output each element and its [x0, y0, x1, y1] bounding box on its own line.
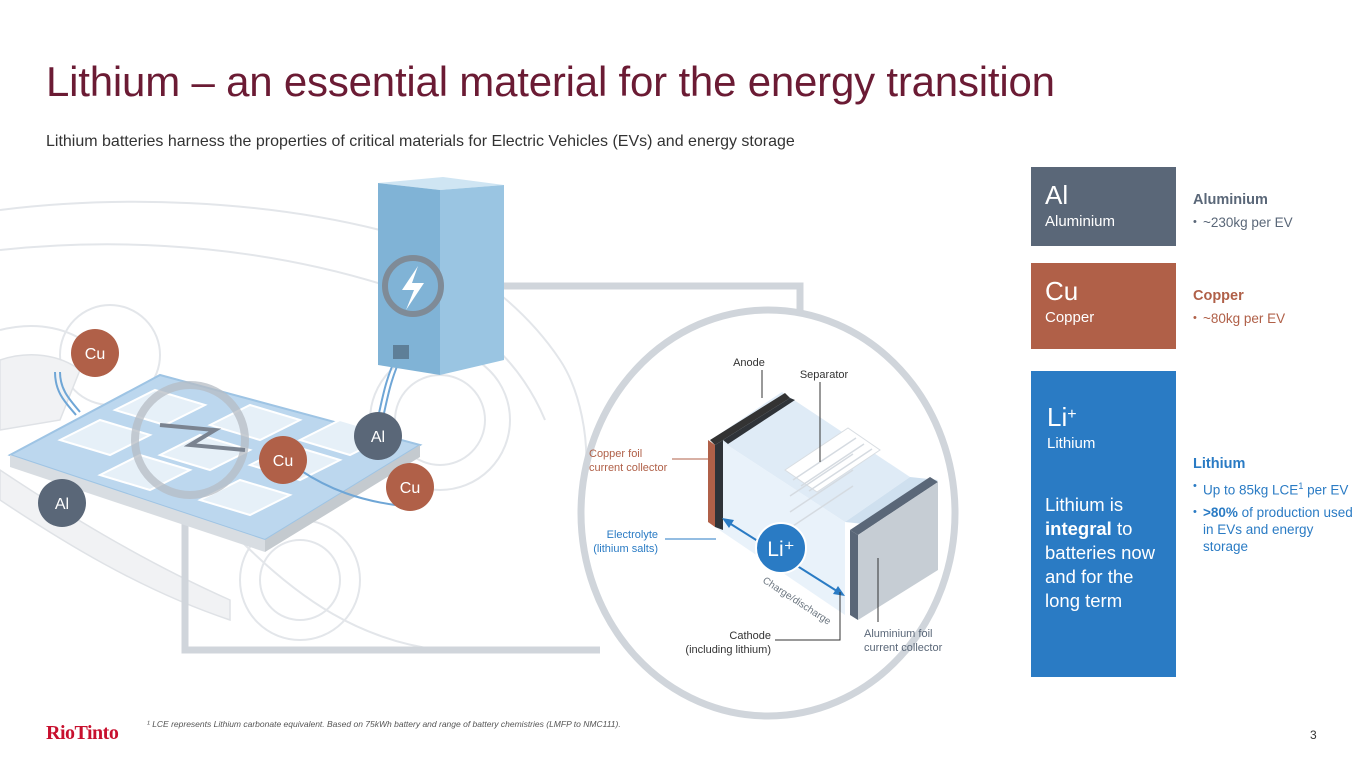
cathode-label-2: (including lithium) — [685, 644, 771, 656]
aluminium-bullet: ~230kg per EV — [1193, 214, 1353, 231]
copper-tile: Cu Copper — [1031, 263, 1176, 349]
copper-foil-label-2: current collector — [589, 462, 668, 474]
lithium-heading: Lithium — [1193, 456, 1246, 472]
copper-detail: Copper ~80kg per EV — [1193, 288, 1353, 332]
lithium-detail: Lithium Up to 85kg LCE1 per EV >80% of p… — [1193, 456, 1353, 560]
svg-text:Al: Al — [371, 429, 385, 446]
svg-text:Cu: Cu — [400, 480, 420, 497]
aluminium-name: Aluminium — [1045, 213, 1116, 230]
slide-subtitle: Lithium batteries harness the properties… — [46, 133, 795, 150]
lithium-symbol: Li+ — [1047, 402, 1077, 432]
separator-label: Separator — [800, 369, 849, 381]
copper-symbol: Cu — [1045, 276, 1079, 306]
aluminium-heading: Aluminium — [1193, 192, 1268, 208]
rio-tinto-logo: RioTinto — [46, 722, 119, 744]
charging-unit — [378, 177, 504, 375]
car-badge-cu-3: Cu — [386, 463, 434, 511]
aluminium-symbol: Al — [1045, 180, 1069, 210]
svg-text:Cu: Cu — [85, 346, 105, 363]
aluminium-foil-label-1: Aluminium foil — [864, 628, 932, 640]
page-number: 3 — [1310, 728, 1317, 742]
lithium-ion — [755, 522, 807, 574]
lithium-bullet-1: Up to 85kg LCE1 per EV — [1193, 478, 1353, 499]
car-badge-al-1: Al — [354, 412, 402, 460]
lithium-bullet-2: >80% of production used in EVs and energ… — [1193, 504, 1353, 555]
footnote: ¹ LCE represents Lithium carbonate equiv… — [147, 719, 621, 729]
svg-text:Cu: Cu — [273, 453, 293, 470]
lithium-tile: Li+ Lithium Lithium is integral to batte… — [1031, 371, 1176, 677]
lightning-bolt-icon — [159, 423, 246, 452]
lithium-name: Lithium — [1047, 435, 1096, 452]
leader-lines — [665, 370, 879, 641]
lithium-ion-label: Li⁺ — [767, 538, 794, 561]
slide-title: Lithium – an essential material for the … — [46, 58, 1055, 105]
anode-label: Anode — [733, 357, 765, 369]
lithium-statement: Lithium is integral to batteries now and… — [1045, 494, 1156, 611]
copper-foil-label-1: Copper foil — [589, 448, 642, 460]
charging-bolt-icon — [402, 266, 424, 310]
aluminium-detail: Aluminium ~230kg per EV — [1193, 192, 1353, 236]
electrolyte-label-1: Electrolyte — [607, 529, 658, 541]
electrolyte-label-2: (lithium salts) — [593, 543, 658, 555]
copper-bullet: ~80kg per EV — [1193, 310, 1353, 327]
car-badge-cu-2: Cu — [259, 436, 307, 484]
aluminium-tile: Al Aluminium — [1031, 167, 1176, 246]
svg-text:Al: Al — [55, 496, 69, 513]
cathode-label-1: Cathode — [729, 630, 771, 642]
car-badge-cu-1: Cu — [71, 329, 119, 377]
car-badge-al-2: Al — [38, 479, 86, 527]
pack-ring — [131, 381, 249, 499]
copper-name: Copper — [1045, 309, 1095, 326]
aluminium-foil-label-2: current collector — [864, 642, 943, 654]
copper-heading: Copper — [1193, 288, 1244, 304]
ev-battery-illustration: Cu Cu Al Cu Al — [0, 177, 959, 720]
battery-pack — [7, 373, 423, 552]
